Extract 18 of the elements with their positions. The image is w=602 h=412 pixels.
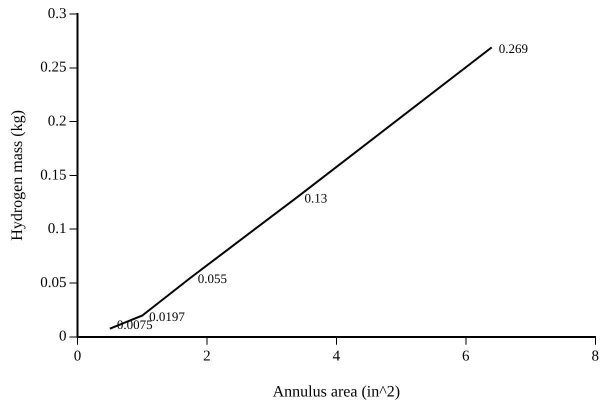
x-tick-label: 2	[203, 348, 211, 365]
y-tick-label: 0.1	[48, 221, 66, 238]
y-tick-label: 0	[58, 328, 66, 345]
data-label: 0.0197	[149, 309, 186, 324]
y-axis-title: Hydrogen mass (kg)	[8, 110, 26, 241]
x-tick-label: 0	[74, 348, 82, 365]
y-tick-label: 0.05	[40, 274, 66, 291]
x-tick-label: 4	[332, 348, 341, 365]
x-axis-title: Annulus area (in^2)	[272, 384, 400, 401]
x-tick-label: 8	[592, 348, 599, 365]
data-label: 0.13	[304, 190, 328, 206]
x-tick-label: 6	[462, 348, 470, 365]
y-tick-label: 0.2	[48, 114, 66, 130]
data-label: 0.269	[498, 40, 528, 56]
y-tick-label: 0.3	[48, 6, 66, 22]
y-tick-label: 0.25	[40, 60, 66, 76]
y-tick-label: 0.15	[40, 167, 66, 184]
data-label: 0.055	[198, 271, 227, 286]
